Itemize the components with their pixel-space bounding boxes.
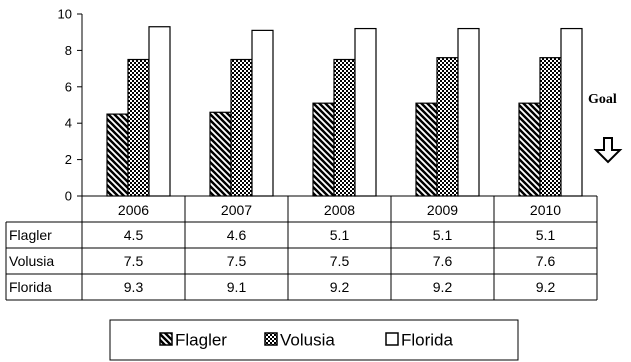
- data-label: 7.5: [124, 253, 144, 269]
- y-tick-label: 2: [65, 152, 72, 167]
- y-tick-label: 8: [65, 43, 72, 58]
- bar-flagler-2009: [415, 102, 438, 197]
- legend-swatch-volusia: [264, 332, 278, 346]
- bar-volusia-2006: [127, 58, 150, 197]
- down-arrow-icon: [593, 137, 623, 164]
- y-tick-label: 6: [65, 79, 72, 94]
- y-axis-ticks: 0 2 4 6 8 10: [58, 7, 83, 204]
- table-row-label-volusia: Volusia: [9, 253, 54, 269]
- bar-florida-2009: [457, 27, 480, 197]
- data-label: 9.2: [433, 279, 453, 295]
- data-label: 9.2: [536, 279, 556, 295]
- goal-annotation: Goal: [588, 92, 623, 164]
- bar-flagler-2006: [106, 113, 129, 197]
- x-tick-label: 2009: [427, 202, 458, 218]
- data-label: 4.6: [227, 227, 247, 243]
- legend-label-volusia: Volusia: [280, 331, 335, 350]
- data-table: 2006 2007 2008 2009 2010 Flagler 4.5 4.6 5.1 5.1 5…: [5, 195, 598, 301]
- x-tick-label: 2008: [324, 202, 355, 218]
- bar-flagler-2010: [518, 102, 541, 197]
- y-tick-label: 10: [58, 7, 72, 22]
- data-label: 4.5: [124, 227, 144, 243]
- x-tick-label: 2010: [530, 202, 561, 218]
- data-label: 9.1: [227, 279, 247, 295]
- data-label: 7.6: [433, 253, 453, 269]
- table-row-label-flagler: Flagler: [9, 227, 52, 243]
- legend-box: [109, 319, 519, 361]
- bar-volusia-2007: [230, 58, 253, 197]
- data-label: 9.2: [330, 279, 350, 295]
- x-tick-label: 2007: [221, 202, 252, 218]
- goal-label: Goal: [588, 92, 617, 107]
- bar-flagler-2008: [312, 102, 335, 197]
- data-label: 7.6: [536, 253, 556, 269]
- bar-volusia-2008: [333, 58, 356, 197]
- legend-label-flagler: Flagler: [175, 331, 227, 350]
- bar-florida-2008: [354, 27, 377, 197]
- bar-flagler-2007: [209, 111, 232, 197]
- table-row-label-florida: Florida: [9, 279, 52, 295]
- bar-volusia-2009: [436, 57, 459, 197]
- data-label: 7.5: [330, 253, 350, 269]
- bars: [106, 26, 583, 197]
- x-tick-label: 2006: [118, 202, 149, 218]
- data-label: 5.1: [433, 227, 453, 243]
- bar-florida-2010: [560, 27, 583, 197]
- data-label: 9.3: [124, 279, 144, 295]
- bar-florida-2007: [251, 29, 274, 197]
- data-label: 7.5: [227, 253, 247, 269]
- data-label: 5.1: [536, 227, 556, 243]
- legend: Flagler Volusia Florida: [109, 319, 519, 361]
- y-tick-label: 0: [65, 189, 72, 204]
- bar-florida-2006: [148, 26, 171, 197]
- y-tick-label: 4: [65, 116, 72, 131]
- legend-label-florida: Florida: [401, 331, 454, 350]
- legend-swatch-florida: [385, 332, 399, 346]
- data-label: 5.1: [330, 227, 350, 243]
- bar-volusia-2010: [539, 57, 562, 197]
- legend-swatch-flagler: [159, 332, 173, 346]
